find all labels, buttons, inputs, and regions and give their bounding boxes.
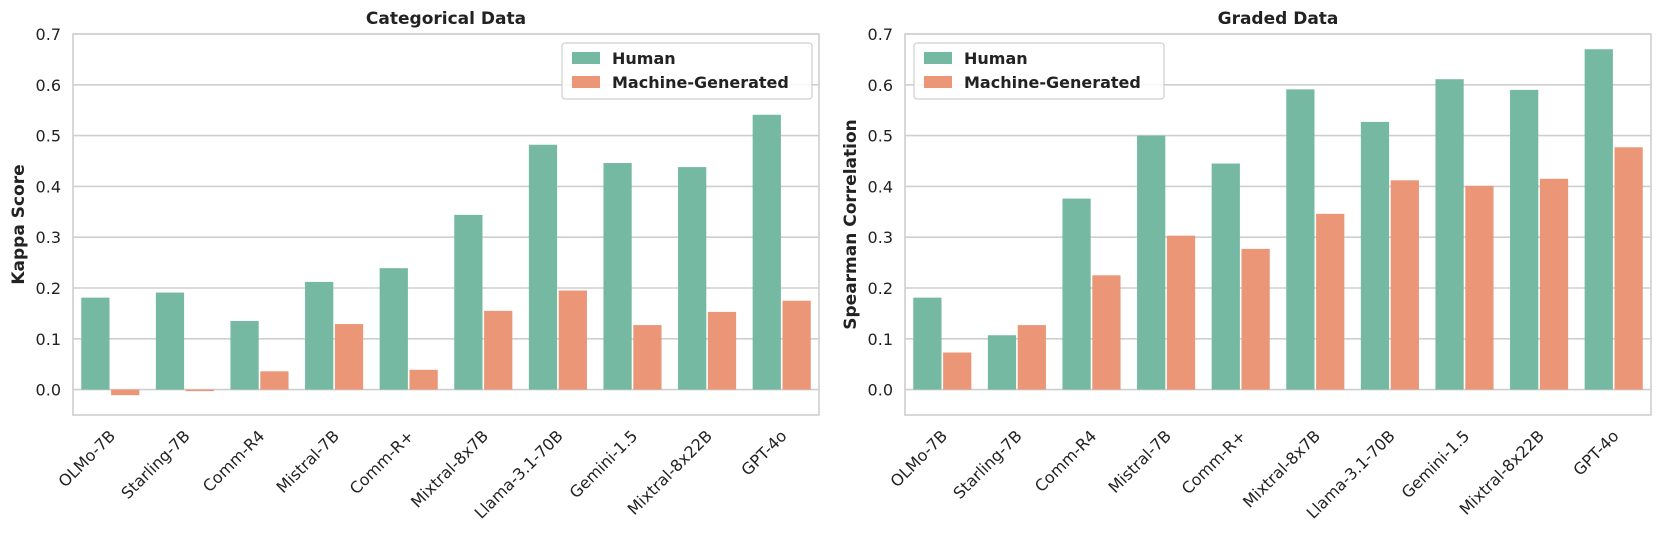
bar-human-mistral-7b — [1137, 135, 1166, 390]
bar-human-gemini-1-5 — [603, 163, 632, 390]
bar-human-llama-3-1-70b — [1360, 121, 1390, 390]
y-tick-label: 0.1 — [868, 330, 893, 349]
bar-machine-generated-comm-r — [1241, 248, 1270, 390]
x-tick-label: Comm-R+ — [346, 426, 418, 498]
x-tick-label: OLMo-7B — [55, 426, 120, 491]
y-tick-label: 0.4 — [868, 177, 893, 196]
bar-machine-generated-olmo-7b — [943, 352, 972, 390]
y-tick-label: 0.6 — [36, 76, 61, 95]
chart-title: Graded Data — [1218, 9, 1339, 29]
legend-box — [561, 42, 813, 100]
bar-machine-generated-mixtral-8x7b — [1316, 213, 1345, 390]
bar-human-comm-r — [379, 268, 408, 390]
bar-machine-generated-olmo-7b — [111, 389, 140, 396]
legend-box — [913, 42, 1165, 100]
legend: Human Machine-Generated — [913, 42, 1165, 100]
bar-machine-generated-comm-r4 — [1092, 275, 1121, 390]
bar-machine-generated-llama-3-1-70b — [558, 290, 587, 390]
x-tick-label: Starling-7B — [949, 426, 1025, 502]
y-tick-label: 0.0 — [868, 381, 893, 400]
bar-human-starling-7b — [987, 335, 1017, 390]
x-tick-label: Comm-R+ — [1178, 426, 1250, 498]
bar-machine-generated-starling-7b — [1017, 325, 1046, 390]
legend-label-human: Human — [964, 49, 1028, 68]
y-tick-label: 0.7 — [36, 25, 61, 44]
bar-machine-generated-starling-7b — [185, 389, 214, 392]
bar-machine-generated-comm-r4 — [260, 371, 289, 390]
bar-machine-generated-gpt-4o — [782, 300, 811, 390]
y-tick-label: 0.5 — [868, 127, 893, 146]
legend-label-machine-generated: Machine-Generated — [612, 73, 789, 92]
bar-human-olmo-7b — [913, 297, 942, 390]
y-tick-label: 0.4 — [36, 177, 61, 196]
y-tick-label: 0.3 — [36, 228, 61, 247]
y-tick-label: 0.0 — [36, 381, 61, 400]
x-tick-label: Mixtral-8x7B — [1239, 426, 1324, 511]
bar-machine-generated-mixtral-8x7b — [484, 310, 513, 390]
y-axis-label: Spearman Correlation — [841, 119, 861, 330]
y-tick-label: 0.6 — [868, 76, 893, 95]
x-tick-label: Mistral-7B — [1104, 426, 1174, 496]
plot-frame — [72, 33, 820, 416]
chart-title: Categorical Data — [366, 9, 526, 29]
y-tick-label: 0.1 — [36, 330, 61, 349]
bar-machine-generated-comm-r — [409, 369, 438, 390]
bar-human-olmo-7b — [81, 297, 110, 390]
x-tick-label: Gemini-1.5 — [1398, 426, 1474, 502]
bar-human-mistral-7b — [305, 281, 334, 390]
x-tick-label: OLMo-7B — [887, 426, 952, 491]
y-tick-label: 0.7 — [868, 25, 893, 44]
legend-swatch-machine-generated — [924, 76, 952, 88]
bar-machine-generated-mixtral-8x22b — [707, 311, 737, 390]
legend-label-machine-generated: Machine-Generated — [964, 73, 1141, 92]
y-axis-label: Kappa Score — [9, 164, 29, 284]
legend-swatch-machine-generated — [572, 76, 600, 88]
bar-human-gpt-4o — [752, 114, 781, 390]
bar-human-comm-r — [1211, 163, 1240, 390]
bar-machine-generated-mistral-7b — [1166, 235, 1196, 390]
bar-human-gemini-1-5 — [1435, 79, 1464, 390]
x-tick-label: Mistral-7B — [272, 426, 342, 496]
y-tick-label: 0.3 — [868, 228, 893, 247]
bar-machine-generated-gemini-1-5 — [633, 325, 662, 390]
x-tick-label: GPT-4o — [737, 426, 790, 479]
bar-human-comm-r4 — [1062, 198, 1091, 390]
x-tick-label: Comm-R4 — [199, 426, 268, 495]
bar-human-mixtral-8x7b — [1286, 89, 1315, 390]
x-tick-label: Starling-7B — [117, 426, 193, 502]
y-tick-label: 0.2 — [36, 279, 61, 298]
bar-machine-generated-gemini-1-5 — [1465, 185, 1494, 390]
bar-human-llama-3-1-70b — [528, 144, 558, 390]
y-tick-label: 0.2 — [868, 279, 893, 298]
bar-machine-generated-gpt-4o — [1614, 147, 1643, 390]
x-tick-label: GPT-4o — [1569, 426, 1622, 479]
bar-machine-generated-llama-3-1-70b — [1390, 180, 1419, 390]
bar-human-comm-r4 — [230, 321, 259, 390]
bar-machine-generated-mistral-7b — [334, 324, 364, 390]
bar-human-starling-7b — [155, 292, 185, 390]
bar-human-mixtral-8x7b — [454, 214, 483, 390]
legend: Human Machine-Generated — [561, 42, 813, 100]
bar-human-mixtral-8x22b — [678, 167, 707, 390]
plot-frame — [904, 33, 1652, 416]
legend-label-human: Human — [612, 49, 676, 68]
categorical-data-chart: 0.0 0.1 0.2 0.3 0.4 0.5 0.6 0.7 OLMo-7BStarling-… — [9, 9, 820, 522]
bar-human-mixtral-8x22b — [1510, 89, 1539, 390]
legend-swatch-human — [572, 52, 600, 64]
bar-machine-generated-mixtral-8x22b — [1539, 178, 1569, 390]
y-tick-label: 0.5 — [36, 127, 61, 146]
bar-human-gpt-4o — [1584, 49, 1613, 390]
x-tick-label: Gemini-1.5 — [566, 426, 642, 502]
graded-data-chart: 0.0 0.1 0.2 0.3 0.4 0.5 0.6 0.7 OLMo-7BStarling-… — [841, 9, 1652, 522]
x-tick-label: Comm-R4 — [1031, 426, 1100, 495]
x-tick-label: Mixtral-8x7B — [407, 426, 492, 511]
legend-swatch-human — [924, 52, 952, 64]
